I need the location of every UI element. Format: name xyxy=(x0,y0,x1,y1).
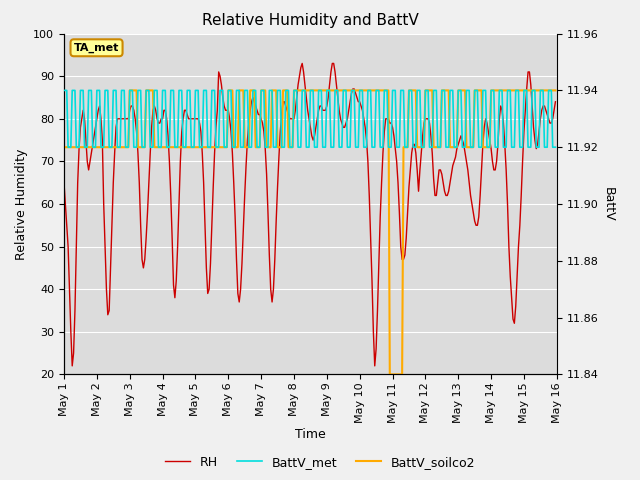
BattV_soilco2 xyxy=(60,144,68,150)
BattV_soilco2 xyxy=(552,87,559,93)
X-axis label: Time: Time xyxy=(295,428,326,441)
BattV_soilco2 xyxy=(527,87,534,93)
RH xyxy=(60,180,68,186)
Title: Relative Humidity and BattV: Relative Humidity and BattV xyxy=(202,13,419,28)
BattV_soilco2 xyxy=(276,144,284,150)
RH xyxy=(122,116,129,121)
Y-axis label: BattV: BattV xyxy=(602,187,615,221)
BattV_soilco2 xyxy=(120,144,128,150)
BattV_soilco2 xyxy=(225,87,232,93)
RH xyxy=(298,60,306,66)
BattV_met xyxy=(60,87,68,93)
Y-axis label: Relative Humidity: Relative Humidity xyxy=(15,148,28,260)
BattV_met xyxy=(208,87,216,93)
RH xyxy=(276,129,284,134)
RH xyxy=(233,256,241,262)
RH xyxy=(552,99,559,105)
BattV_soilco2 xyxy=(233,144,241,150)
Legend: RH, BattV_met, BattV_soilco2: RH, BattV_met, BattV_soilco2 xyxy=(159,451,481,474)
BattV_soilco2 xyxy=(386,372,394,377)
RH xyxy=(225,108,232,113)
Line: BattV_met: BattV_met xyxy=(64,90,556,147)
BattV_met xyxy=(122,144,129,150)
RH xyxy=(208,222,216,228)
Text: TA_met: TA_met xyxy=(74,43,119,53)
BattV_met xyxy=(276,87,284,93)
BattV_soilco2 xyxy=(208,144,216,150)
Line: BattV_soilco2: BattV_soilco2 xyxy=(64,90,556,374)
BattV_met xyxy=(525,144,533,150)
BattV_met xyxy=(64,144,72,150)
RH xyxy=(527,82,534,87)
Line: RH: RH xyxy=(64,63,556,366)
BattV_met xyxy=(225,87,232,93)
RH xyxy=(68,363,76,369)
BattV_met xyxy=(233,87,241,93)
BattV_soilco2 xyxy=(126,87,134,93)
BattV_met xyxy=(552,144,559,150)
